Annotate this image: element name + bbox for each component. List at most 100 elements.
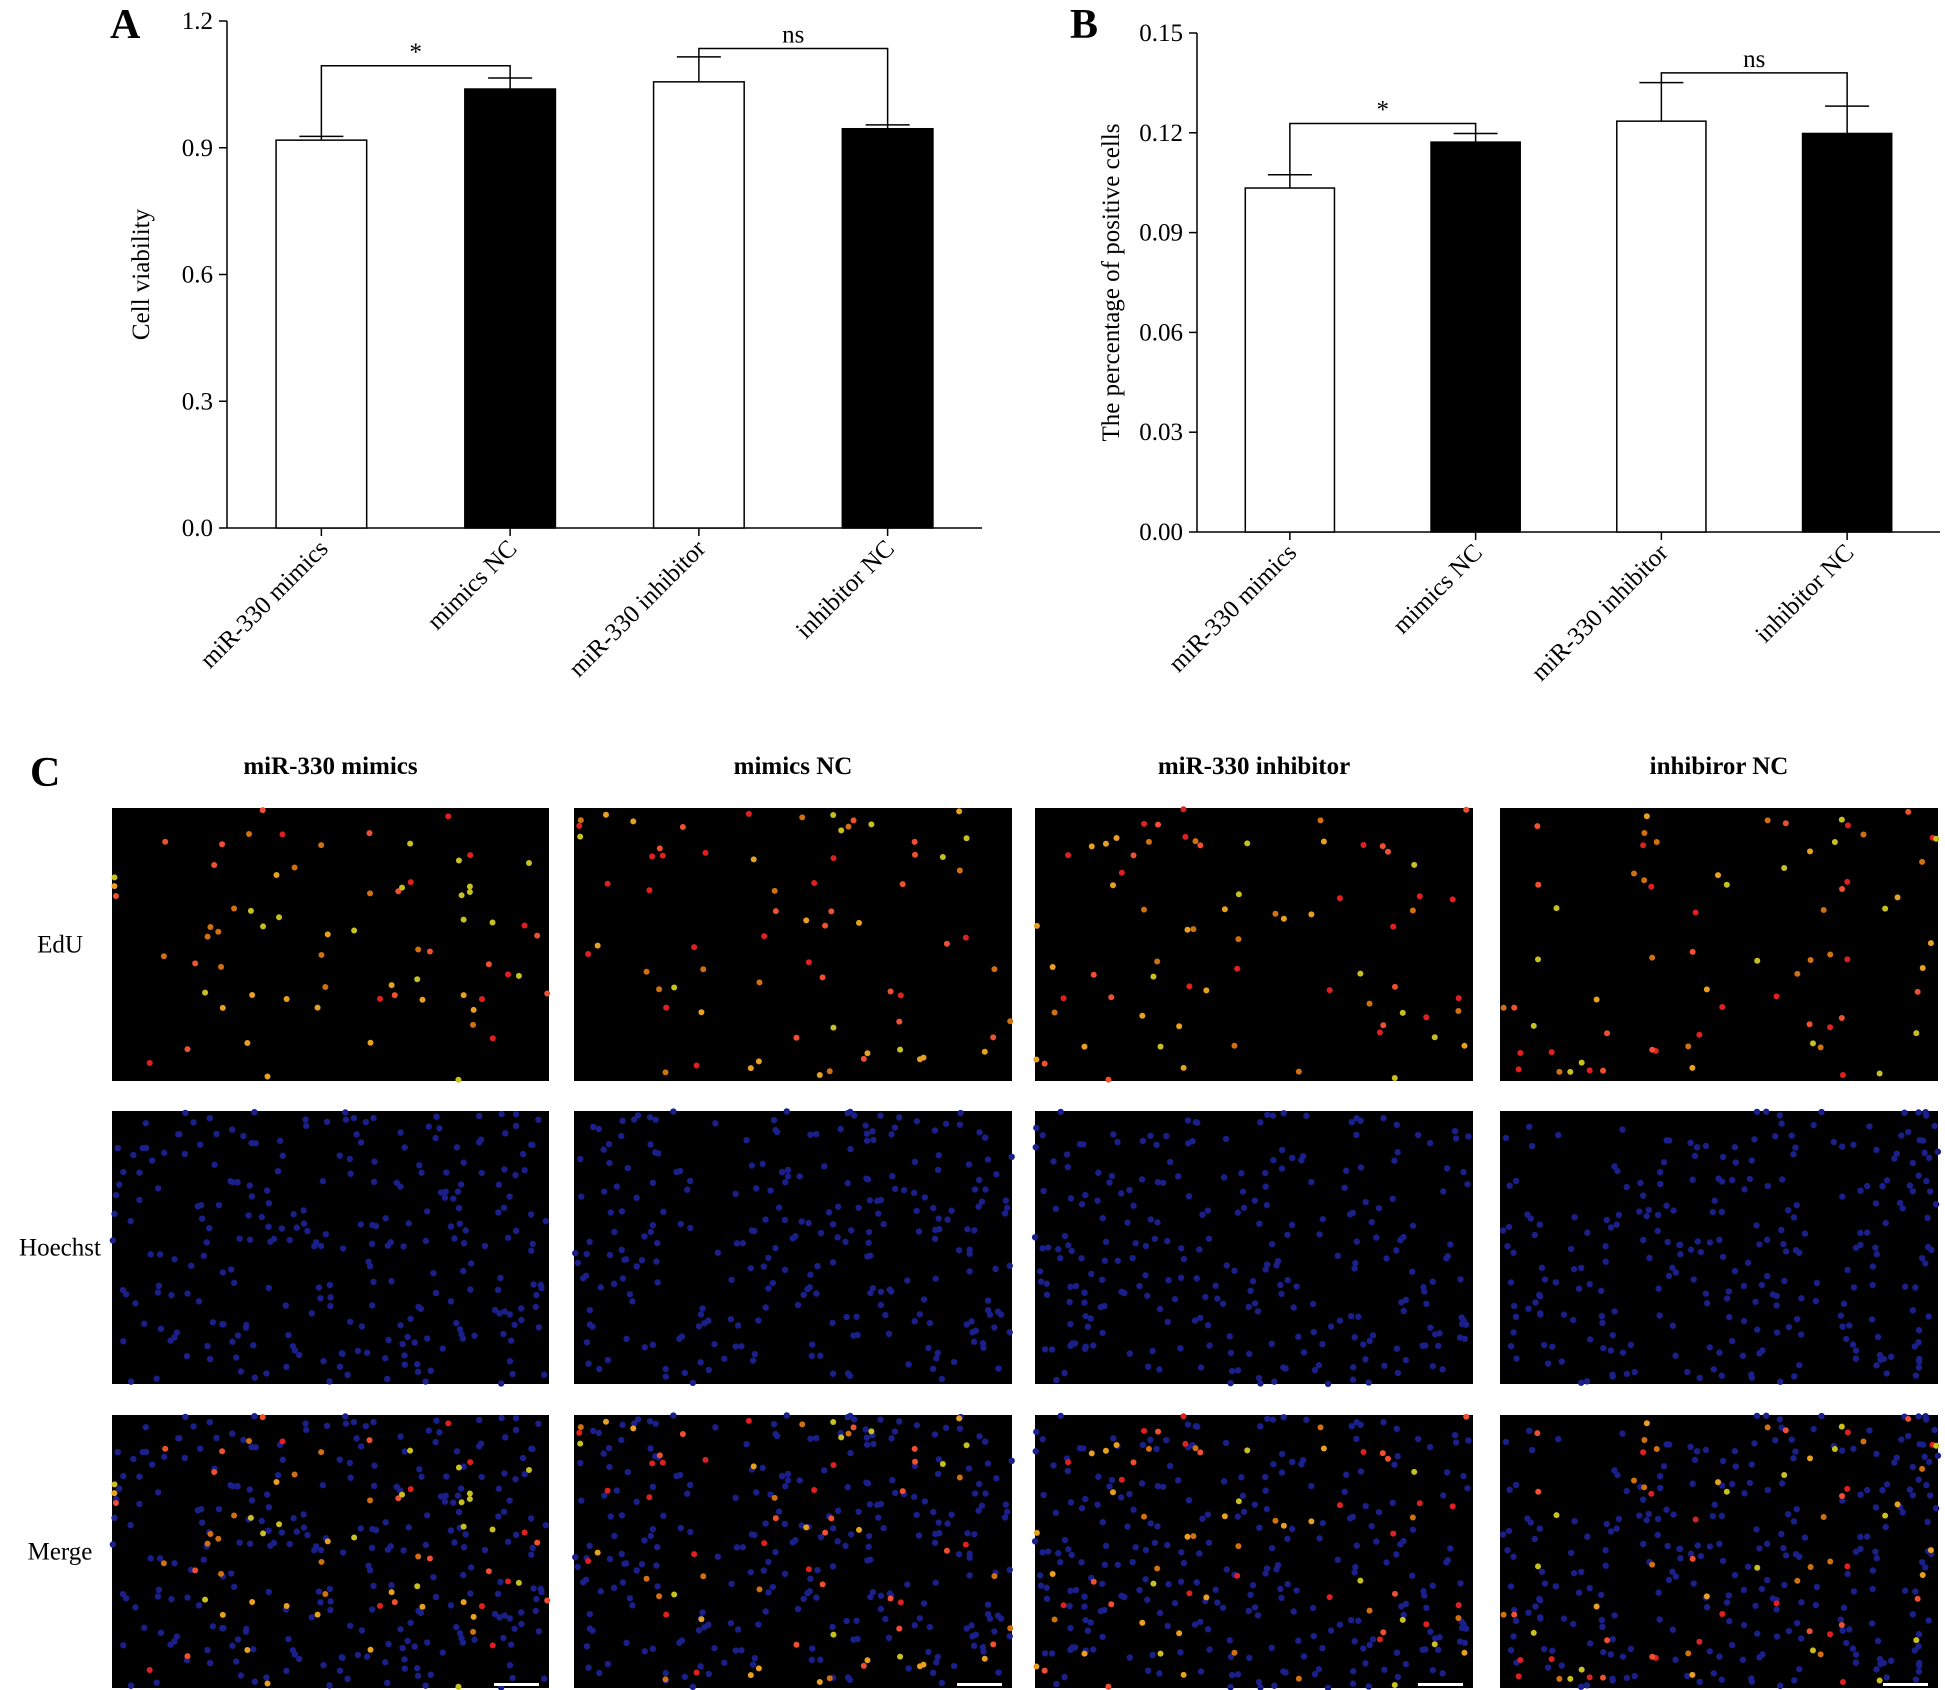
nucleus — [721, 1659, 728, 1666]
nucleus — [1269, 1416, 1277, 1423]
edu-cell — [455, 1464, 462, 1471]
scale-bar — [1883, 1683, 1928, 1686]
edu-cell — [1110, 882, 1117, 889]
nucleus — [506, 1662, 514, 1669]
edu-cell — [395, 888, 402, 895]
nucleus — [353, 1131, 360, 1138]
nucleus — [995, 1669, 1002, 1676]
edu-cell — [1882, 905, 1889, 912]
edu-cell — [218, 963, 225, 970]
nucleus — [1798, 1295, 1805, 1302]
nucleus — [447, 1223, 455, 1230]
edu-cell — [577, 817, 584, 824]
edu-cell — [1604, 1030, 1611, 1037]
edu-cell — [1831, 839, 1838, 846]
nucleus — [1106, 1179, 1113, 1186]
nucleus — [1393, 1345, 1401, 1352]
edu-cell — [864, 1050, 871, 1057]
nucleus — [506, 1615, 514, 1622]
nucleus — [358, 1627, 366, 1634]
nucleus — [127, 1521, 134, 1529]
nucleus — [1893, 1454, 1901, 1461]
nucleus — [1788, 1132, 1795, 1139]
nucleus — [206, 1418, 214, 1426]
nucleus — [1524, 1211, 1531, 1218]
nucleus — [662, 1365, 669, 1373]
edu-cell — [1692, 909, 1699, 916]
nucleus — [370, 1278, 377, 1286]
nucleus — [251, 1412, 258, 1420]
nucleus — [1309, 1300, 1317, 1308]
nucleus — [442, 1188, 449, 1195]
nucleus — [1282, 1669, 1289, 1676]
nucleus — [1284, 1581, 1291, 1588]
nucleus — [753, 1185, 760, 1192]
nucleus — [1368, 1522, 1375, 1530]
nucleus — [1718, 1512, 1726, 1520]
nucleus — [1067, 1195, 1075, 1202]
edu-cell — [1088, 843, 1095, 850]
nucleus — [1873, 1362, 1880, 1369]
nucleus — [1691, 1456, 1699, 1464]
nucleus — [853, 1313, 860, 1320]
nucleus — [136, 1473, 143, 1480]
nucleus — [1584, 1229, 1591, 1236]
edu-cell — [1927, 940, 1934, 947]
nucleus — [867, 1593, 874, 1601]
nucleus — [1121, 1593, 1128, 1601]
nucleus — [1031, 1234, 1039, 1241]
nucleus — [188, 1262, 195, 1269]
edu-cell — [318, 1449, 325, 1456]
edu-cell — [1461, 1649, 1468, 1656]
nucleus — [1541, 1580, 1549, 1587]
edu-cell — [1033, 922, 1040, 929]
nucleus — [495, 1513, 502, 1520]
edu-cell — [1696, 1638, 1703, 1645]
nucleus — [1549, 1647, 1556, 1654]
nucleus — [1758, 1281, 1766, 1289]
nucleus — [589, 1627, 596, 1634]
nucleus — [195, 1298, 203, 1305]
edu-cell — [534, 932, 541, 939]
nucleus — [441, 1194, 449, 1201]
edu-cell — [1157, 1650, 1164, 1657]
nucleus — [1891, 1155, 1898, 1162]
nucleus — [1080, 1445, 1087, 1452]
nucleus — [1126, 1654, 1134, 1661]
nucleus — [1898, 1132, 1905, 1139]
nucleus — [1739, 1352, 1747, 1359]
nucleus — [1394, 1149, 1401, 1156]
nucleus — [1882, 1219, 1889, 1227]
edu-cell — [276, 914, 283, 921]
nucleus — [1192, 1118, 1200, 1126]
edu-cell — [850, 1424, 857, 1431]
nucleus — [1510, 1329, 1517, 1336]
nucleus — [1227, 1379, 1234, 1387]
nucleus — [586, 1306, 593, 1314]
nucleus — [111, 1210, 118, 1218]
error-bar — [1453, 132, 1498, 143]
nucleus — [459, 1335, 467, 1342]
edu-cell — [219, 1004, 226, 1011]
nucleus — [385, 1640, 392, 1648]
nucleus — [829, 1259, 837, 1266]
nucleus — [1810, 1425, 1817, 1433]
edu-cell — [1155, 821, 1162, 828]
nucleus — [1901, 1109, 1908, 1116]
nucleus — [460, 1463, 467, 1470]
nucleus — [1785, 1627, 1793, 1635]
micrograph — [1031, 1412, 1473, 1690]
edu-cell — [259, 1414, 266, 1421]
nucleus — [1744, 1259, 1752, 1266]
nucleus — [1154, 1482, 1161, 1490]
nucleus — [114, 1144, 121, 1152]
nucleus — [1044, 1548, 1052, 1555]
nucleus — [498, 1110, 505, 1118]
nucleus — [834, 1507, 842, 1514]
edu-cell — [1817, 1044, 1824, 1051]
edu-cell — [324, 1538, 331, 1545]
nucleus — [530, 1281, 537, 1288]
edu-cell — [1553, 1512, 1560, 1519]
nucleus — [1586, 1640, 1594, 1647]
bar — [841, 127, 934, 529]
